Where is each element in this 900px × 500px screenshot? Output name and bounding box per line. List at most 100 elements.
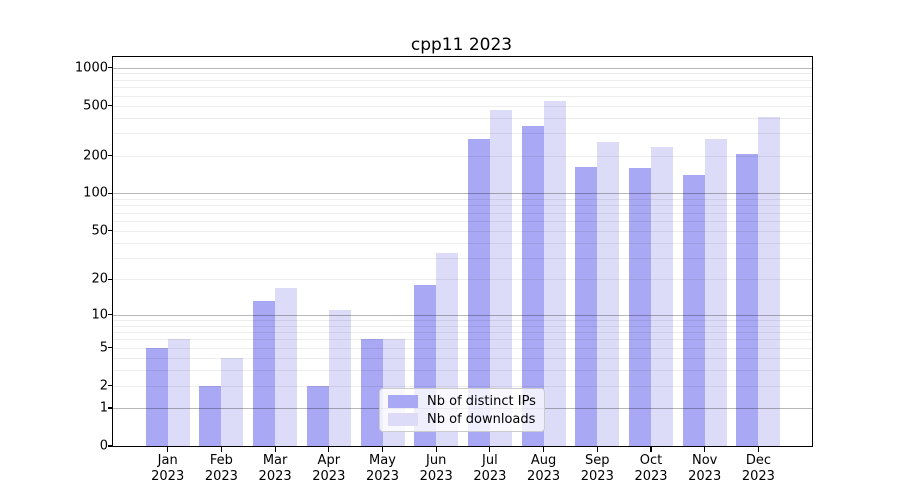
gridline-minor bbox=[113, 133, 812, 135]
gridline-minor bbox=[113, 279, 812, 281]
gridline-major bbox=[113, 193, 812, 195]
y-tick-mark bbox=[108, 347, 112, 349]
gridline-minor bbox=[113, 230, 812, 232]
bar-downloads-nov bbox=[704, 139, 727, 446]
x-axis-tick-label: Mar 2023 bbox=[245, 453, 305, 485]
gridline-minor bbox=[113, 357, 812, 359]
y-tick-mark bbox=[108, 104, 112, 107]
x-tick-mark bbox=[328, 447, 330, 452]
x-axis-tick-label-line: Apr bbox=[317, 453, 341, 468]
bar-downloads-aug bbox=[543, 101, 566, 446]
x-axis-tick-label: Jul 2023 bbox=[460, 453, 520, 485]
chart-title: cpp11 2023 bbox=[410, 35, 513, 55]
bar-distinct-ips-mar bbox=[253, 301, 276, 446]
x-axis-tick-label-line: 2023 bbox=[151, 469, 185, 484]
x-tick-mark bbox=[489, 447, 491, 452]
gridline-minor bbox=[113, 87, 812, 89]
x-tick-mark bbox=[435, 447, 437, 452]
bar-distinct-ips-may bbox=[360, 339, 383, 446]
gridline-minor bbox=[113, 242, 812, 244]
gridline-minor bbox=[113, 95, 812, 97]
x-tick-mark bbox=[596, 447, 598, 452]
x-axis-tick-label-line: 2023 bbox=[741, 469, 775, 484]
gridline-minor bbox=[113, 257, 812, 259]
y-axis-tick-label: 100 bbox=[83, 185, 108, 201]
y-axis-tick-label: 10 bbox=[91, 307, 108, 323]
x-tick-mark bbox=[650, 447, 652, 452]
x-tick-mark bbox=[543, 447, 545, 452]
y-tick-mark bbox=[108, 445, 112, 447]
gridline-major bbox=[113, 314, 812, 316]
y-tick-mark bbox=[108, 314, 112, 316]
legend-label-downloads: Nb of downloads bbox=[427, 411, 536, 427]
x-axis-tick-label-line: Sep bbox=[585, 453, 610, 468]
gridline-minor bbox=[113, 370, 812, 372]
gridline-minor bbox=[113, 319, 812, 321]
bar-downloads-sep bbox=[597, 141, 620, 446]
x-axis-tick-label: Feb 2023 bbox=[191, 453, 251, 485]
x-axis-tick-label: Jun 2023 bbox=[406, 453, 466, 485]
x-axis-tick-label-line: Oct bbox=[639, 453, 663, 468]
x-axis-tick-label: Apr 2023 bbox=[299, 453, 359, 485]
y-axis-tick-label: 1000 bbox=[74, 60, 108, 76]
x-tick-mark bbox=[274, 447, 276, 452]
gridline-minor bbox=[113, 79, 812, 81]
y-axis-tick-label: 50 bbox=[91, 223, 108, 239]
x-axis-tick-label-line: 2023 bbox=[204, 469, 238, 484]
bar-distinct-ips-jan bbox=[145, 347, 168, 446]
bar-downloads-oct bbox=[651, 147, 673, 446]
x-tick-mark bbox=[757, 447, 759, 452]
x-axis-tick-label-line: Jun bbox=[426, 453, 447, 468]
gridline-minor bbox=[113, 347, 812, 349]
legend: Nb of distinct IPs Nb of downloads bbox=[379, 388, 545, 432]
x-tick-mark bbox=[167, 447, 169, 452]
bar-downloads-apr bbox=[328, 309, 351, 446]
gridline-minor bbox=[113, 117, 812, 119]
y-tick-mark bbox=[108, 67, 112, 69]
x-axis-tick-label-line: 2023 bbox=[634, 469, 668, 484]
y-axis-tick-label: 0 bbox=[99, 438, 108, 454]
y-axis-tick-label: 1 bbox=[99, 400, 108, 416]
x-axis-tick-label-line: May bbox=[369, 453, 396, 468]
x-axis-tick-label-line: Jul bbox=[482, 453, 498, 468]
x-axis-tick-label-line: Feb bbox=[209, 453, 233, 468]
y-axis-tick-label: 200 bbox=[83, 148, 108, 164]
x-axis-tick-label-line: 2023 bbox=[527, 469, 561, 484]
x-axis-tick-label: Jan 2023 bbox=[138, 453, 198, 485]
gridline-minor bbox=[113, 212, 812, 214]
x-axis-tick-label: Dec 2023 bbox=[728, 453, 788, 485]
x-tick-mark bbox=[704, 447, 706, 452]
y-tick-mark bbox=[108, 154, 112, 157]
bar-distinct-ips-feb bbox=[199, 385, 222, 446]
y-tick-mark bbox=[108, 278, 112, 280]
bar-distinct-ips-sep bbox=[575, 167, 598, 446]
x-axis-tick-label: May 2023 bbox=[353, 453, 413, 485]
x-axis-tick-label-line: Dec bbox=[745, 453, 771, 468]
gridline-minor bbox=[113, 73, 812, 75]
gridline-minor bbox=[113, 339, 812, 341]
y-axis-tick-label: 20 bbox=[91, 271, 108, 287]
x-axis-tick-label-line: 2023 bbox=[258, 469, 292, 484]
y-tick-mark bbox=[108, 407, 112, 409]
bar-distinct-ips-nov bbox=[682, 175, 705, 446]
x-axis-tick-label-line: 2023 bbox=[688, 469, 722, 484]
gridline-minor bbox=[113, 332, 812, 334]
legend-label-distinct-ips: Nb of distinct IPs bbox=[427, 393, 536, 409]
bar-distinct-ips-dec bbox=[736, 154, 759, 446]
gridline-minor bbox=[113, 105, 812, 107]
x-axis-tick-label: Sep 2023 bbox=[567, 453, 627, 485]
x-axis-tick-label-line: Nov bbox=[692, 453, 718, 468]
x-axis-tick-label-line: 2023 bbox=[580, 469, 614, 484]
bar-distinct-ips-jul bbox=[467, 139, 490, 446]
gridline-minor bbox=[113, 385, 812, 387]
x-tick-mark bbox=[381, 447, 384, 452]
x-axis-tick-label-line: Aug bbox=[530, 453, 557, 468]
y-tick-mark bbox=[108, 385, 112, 387]
x-axis-tick-label-line: 2023 bbox=[419, 469, 453, 484]
bar-downloads-jan bbox=[167, 339, 190, 446]
gridline-minor bbox=[113, 198, 812, 200]
gridline-minor bbox=[113, 220, 812, 222]
x-axis-tick-label: Aug 2023 bbox=[514, 453, 574, 485]
x-axis-tick-label-line: Jan bbox=[157, 453, 178, 468]
